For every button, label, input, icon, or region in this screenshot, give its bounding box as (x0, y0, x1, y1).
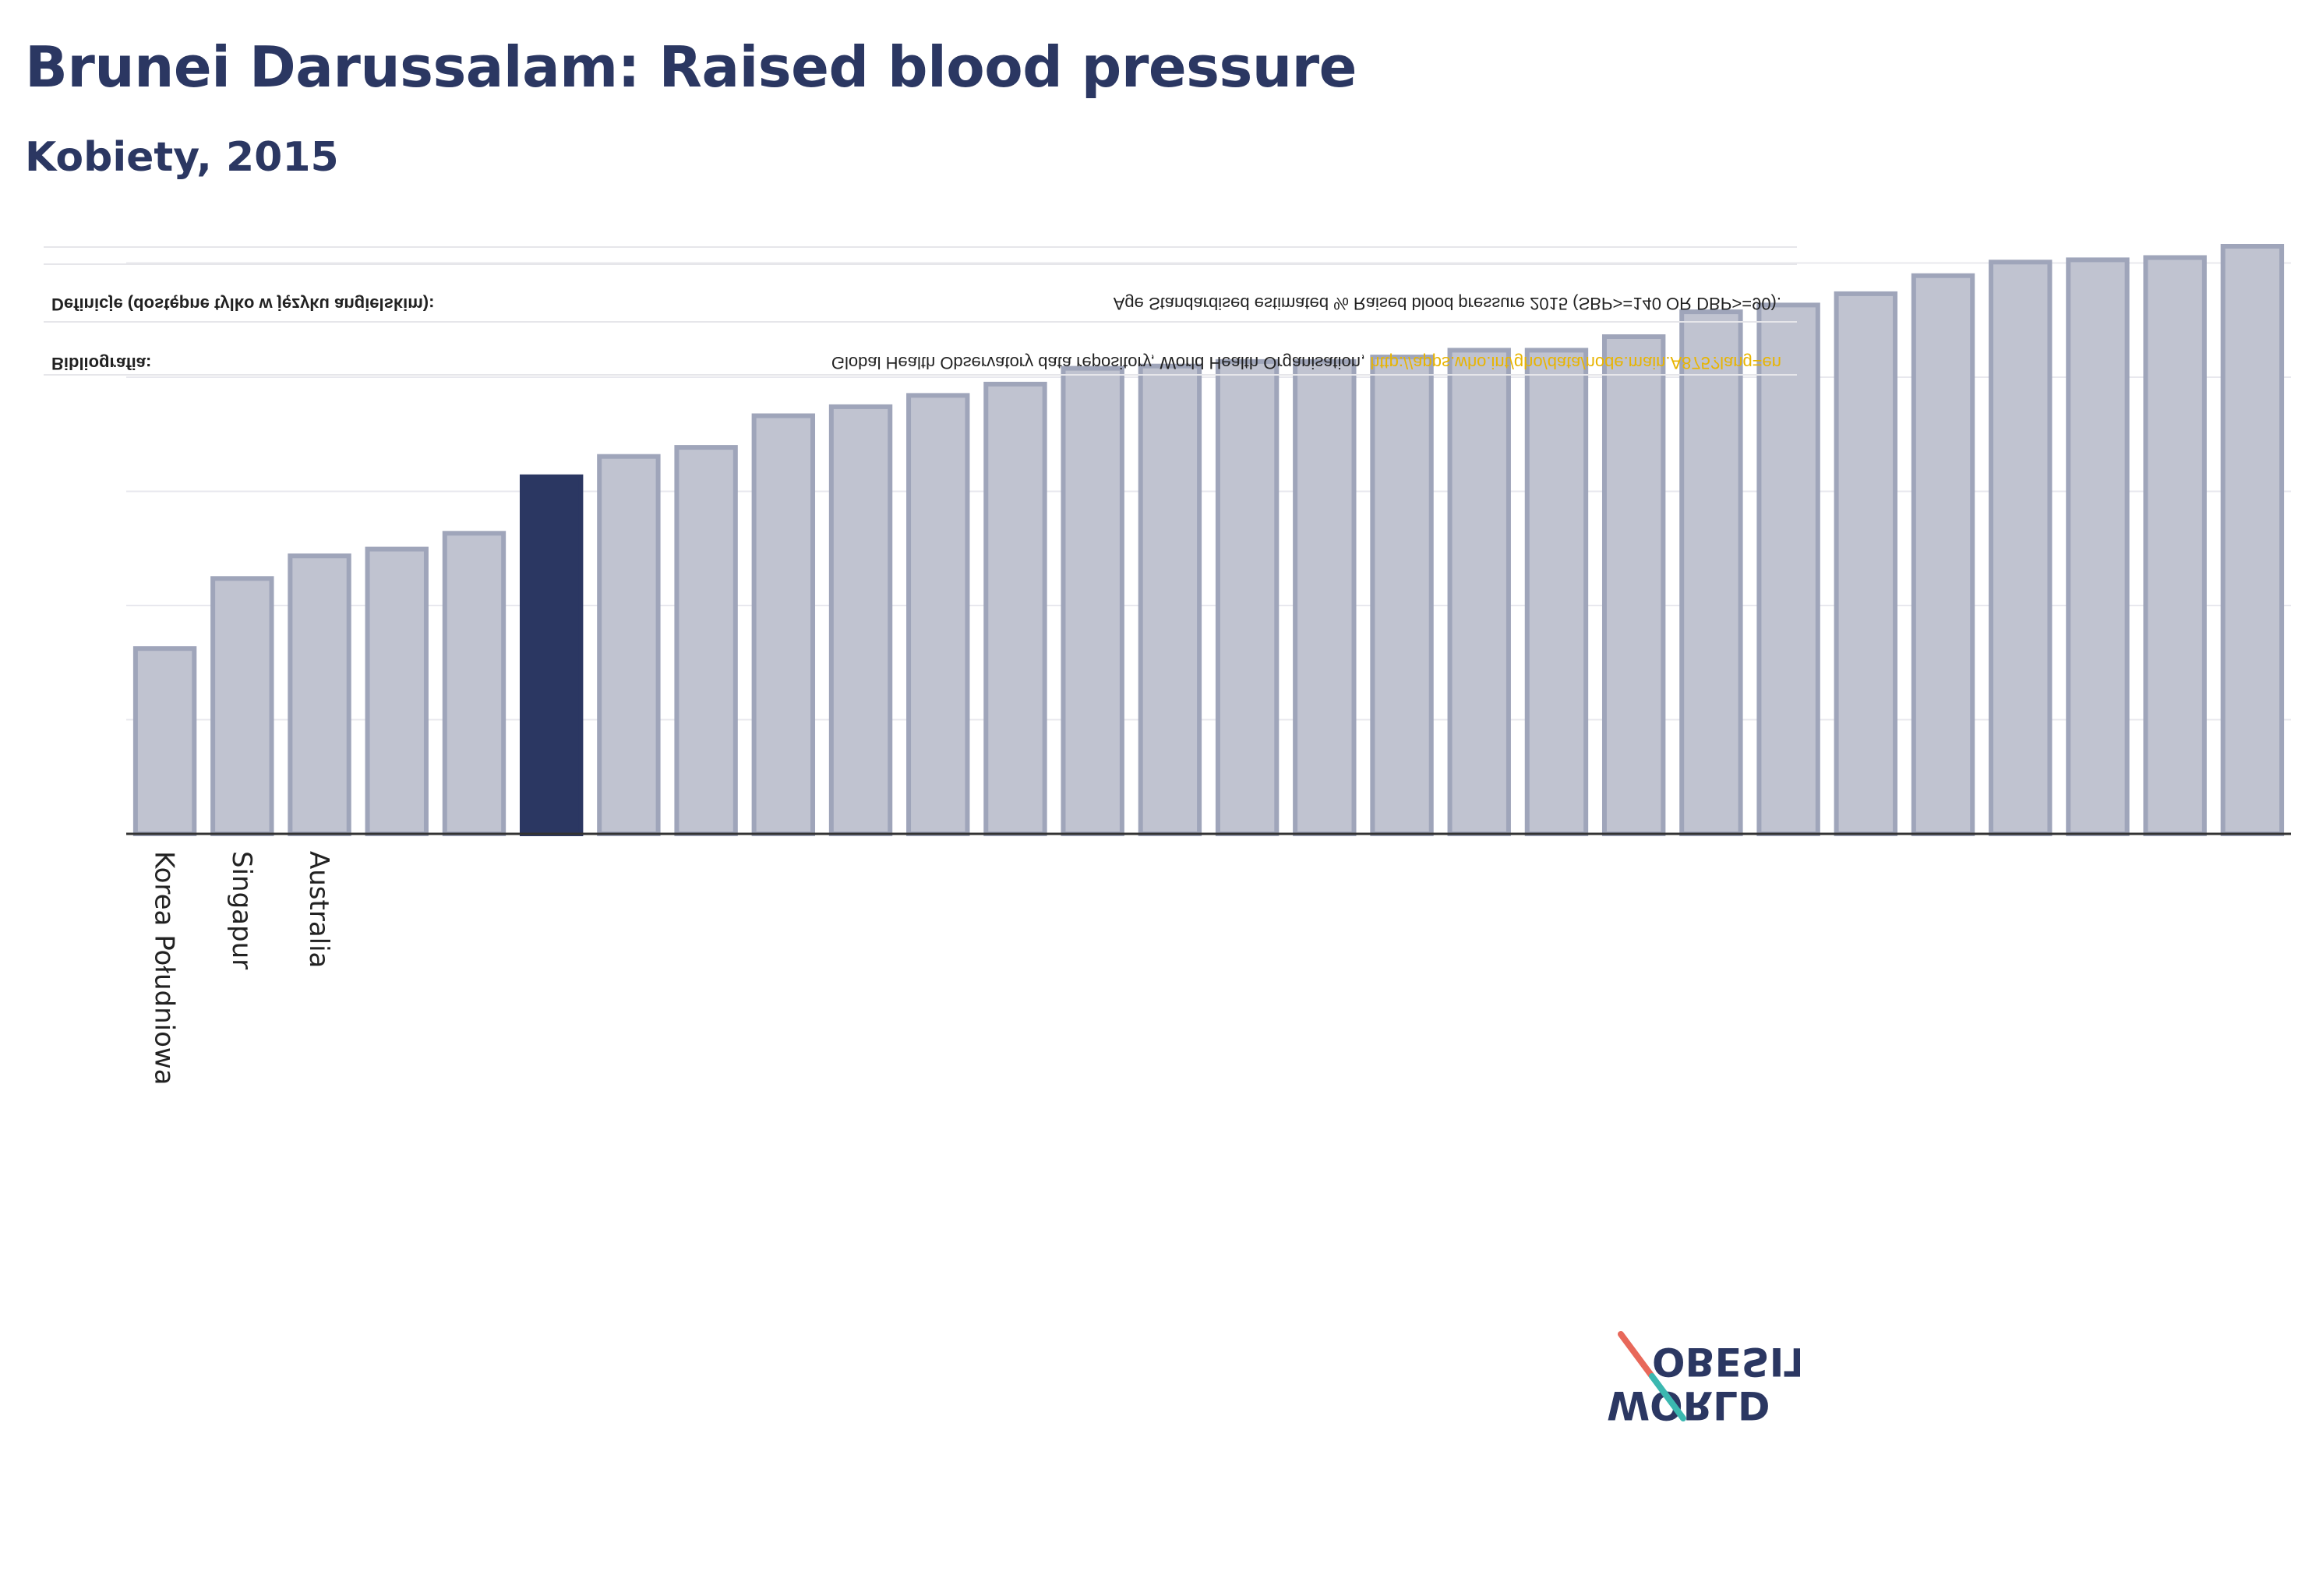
bar (132, 646, 197, 837)
x-tick-label: Australia (303, 851, 334, 968)
bar (1138, 363, 1202, 836)
logo-slash-teal (1649, 1373, 1686, 1421)
bar (1834, 291, 1898, 836)
bar (906, 393, 970, 836)
bar (1989, 260, 2053, 836)
bibliography-source: Global Health Observatory data repositor… (831, 353, 1371, 373)
bar (1601, 334, 1666, 836)
bar (2220, 244, 2285, 836)
bibliography-footnote: Bibliografia: Global Health Observatory … (44, 329, 1789, 376)
bar (751, 413, 816, 836)
footnote-divider (44, 321, 1797, 323)
definition-label: Definicje (dostępne tylko w języku angie… (51, 295, 435, 314)
x-tick-label: Singapur (226, 851, 257, 969)
definition-text: Age Standardised estimated % Raised bloo… (1113, 294, 1781, 313)
footnote-divider (44, 246, 1797, 248)
definition-footnote: Definicje (dostępne tylko w języku angie… (44, 270, 1789, 316)
x-tick-label: Korea Południowa (149, 851, 180, 1086)
logo-slash-red (1618, 1331, 1655, 1379)
logo-text-world: WORLD (1607, 1382, 1770, 1428)
bibliography-label: Bibliografia: (51, 354, 152, 373)
bar (288, 553, 351, 836)
bar (1524, 348, 1589, 836)
bar (674, 445, 738, 836)
bar (1370, 355, 1434, 837)
bibliography-link[interactable]: http://apps.who.int/gho/data/node.main.A… (1370, 353, 1781, 373)
bar (2143, 255, 2207, 836)
chart-title: Brunei Darussalam: Raised blood pressure (25, 34, 1357, 100)
x-tick-labels: Korea Południowa Singapur Australia (149, 851, 334, 1086)
bar (210, 576, 274, 836)
bar (1215, 358, 1280, 836)
bar (597, 454, 661, 836)
footnote-divider (44, 263, 1797, 265)
bar (365, 546, 429, 836)
world-obesity-logo: OBESITY WORLD (1607, 1331, 1800, 1428)
bar (983, 381, 1047, 836)
bar (828, 404, 893, 836)
bar (2066, 257, 2130, 836)
bar (1293, 358, 1357, 836)
bar (1756, 302, 1820, 836)
bibliography-text: Global Health Observatory data repositor… (831, 352, 1781, 373)
bar (1911, 273, 1975, 836)
logo-text-obesity: OBESITY (1652, 1339, 1800, 1384)
bar (1061, 365, 1124, 837)
bar (1679, 309, 1743, 837)
chart-subtitle: Kobiety, 2015 (25, 134, 339, 181)
bar (1447, 348, 1511, 836)
footnote-divider (44, 374, 1797, 376)
bar (519, 474, 584, 836)
bar (442, 531, 507, 836)
